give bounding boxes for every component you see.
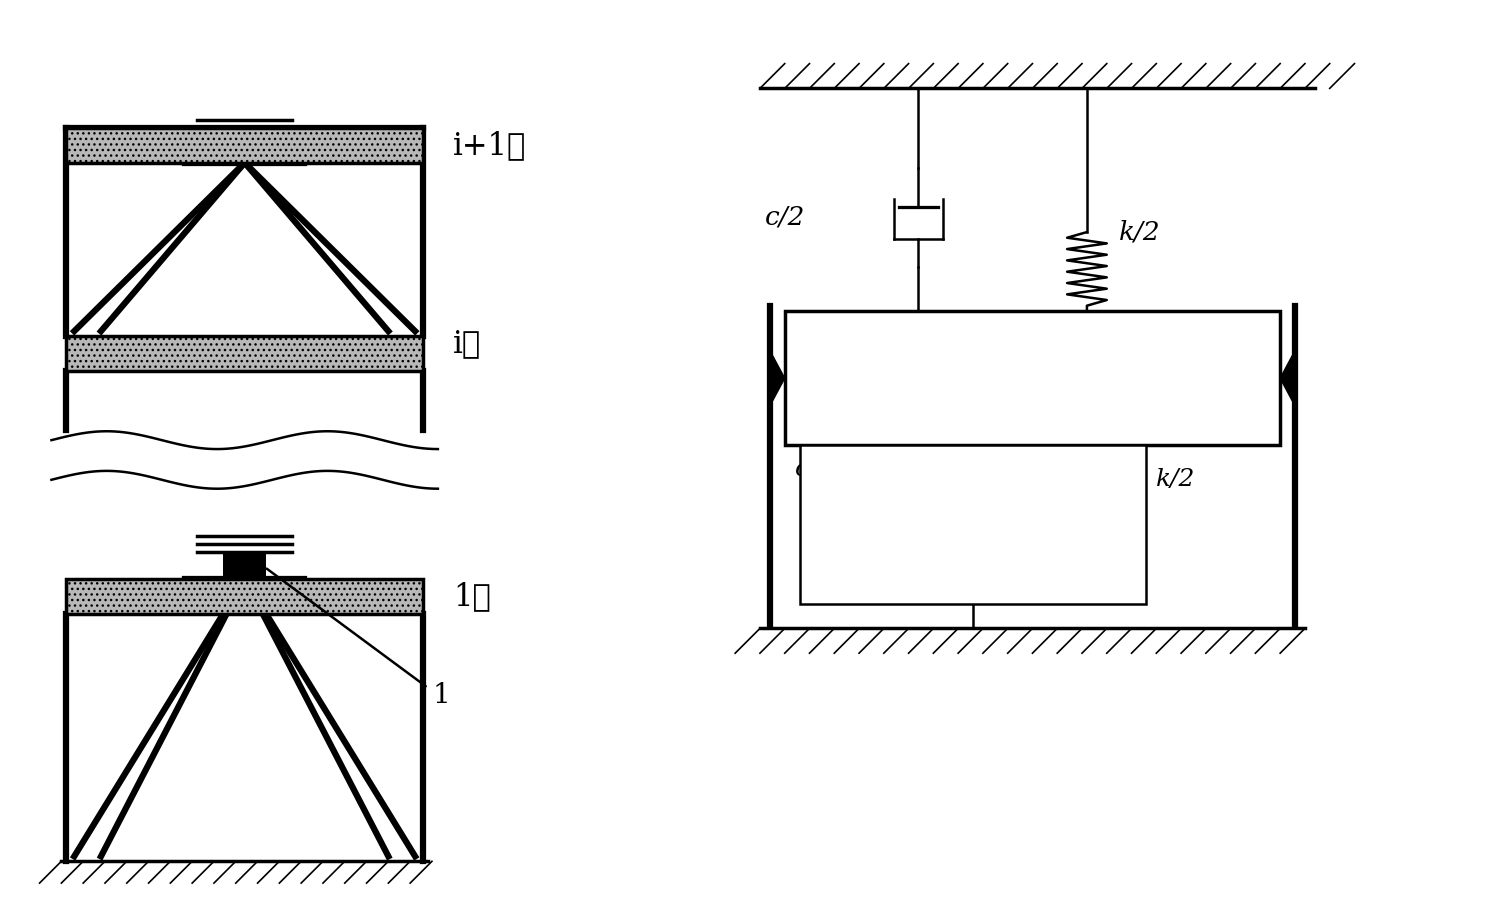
Polygon shape xyxy=(1279,350,1295,406)
Text: 1: 1 xyxy=(433,682,451,709)
Text: i层: i层 xyxy=(452,328,481,359)
Text: 1层: 1层 xyxy=(452,581,490,612)
Bar xyxy=(66,336,423,371)
Text: k/2: k/2 xyxy=(1118,220,1160,244)
Bar xyxy=(223,554,267,579)
Text: c/2: c/2 xyxy=(766,205,805,230)
Text: k/2: k/2 xyxy=(1156,468,1195,491)
Bar xyxy=(785,311,1279,445)
Bar xyxy=(800,445,1147,604)
Text: c/2: c/2 xyxy=(794,458,833,481)
Bar xyxy=(66,579,423,614)
Bar xyxy=(66,128,423,163)
Bar xyxy=(223,138,267,163)
Text: i+1层: i+1层 xyxy=(452,130,526,161)
Polygon shape xyxy=(770,350,785,406)
